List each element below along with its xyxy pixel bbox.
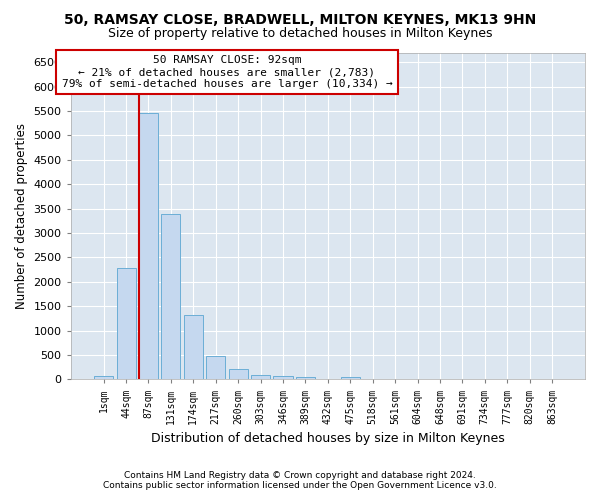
- Bar: [341, 377, 360, 380]
- Bar: [206, 356, 225, 380]
- X-axis label: Distribution of detached houses by size in Milton Keynes: Distribution of detached houses by size …: [151, 432, 505, 445]
- Bar: [251, 374, 270, 380]
- Bar: [274, 376, 293, 380]
- Bar: [116, 268, 136, 380]
- Text: Contains HM Land Registry data © Crown copyright and database right 2024.
Contai: Contains HM Land Registry data © Crown c…: [103, 470, 497, 490]
- Bar: [296, 377, 315, 380]
- Bar: [229, 368, 248, 380]
- Text: 50, RAMSAY CLOSE, BRADWELL, MILTON KEYNES, MK13 9HN: 50, RAMSAY CLOSE, BRADWELL, MILTON KEYNE…: [64, 12, 536, 26]
- Bar: [161, 214, 181, 380]
- Y-axis label: Number of detached properties: Number of detached properties: [15, 123, 28, 309]
- Bar: [94, 376, 113, 380]
- Text: Size of property relative to detached houses in Milton Keynes: Size of property relative to detached ho…: [108, 28, 492, 40]
- Text: 50 RAMSAY CLOSE: 92sqm
← 21% of detached houses are smaller (2,783)
79% of semi-: 50 RAMSAY CLOSE: 92sqm ← 21% of detached…: [62, 56, 392, 88]
- Bar: [184, 315, 203, 380]
- Bar: [139, 114, 158, 380]
